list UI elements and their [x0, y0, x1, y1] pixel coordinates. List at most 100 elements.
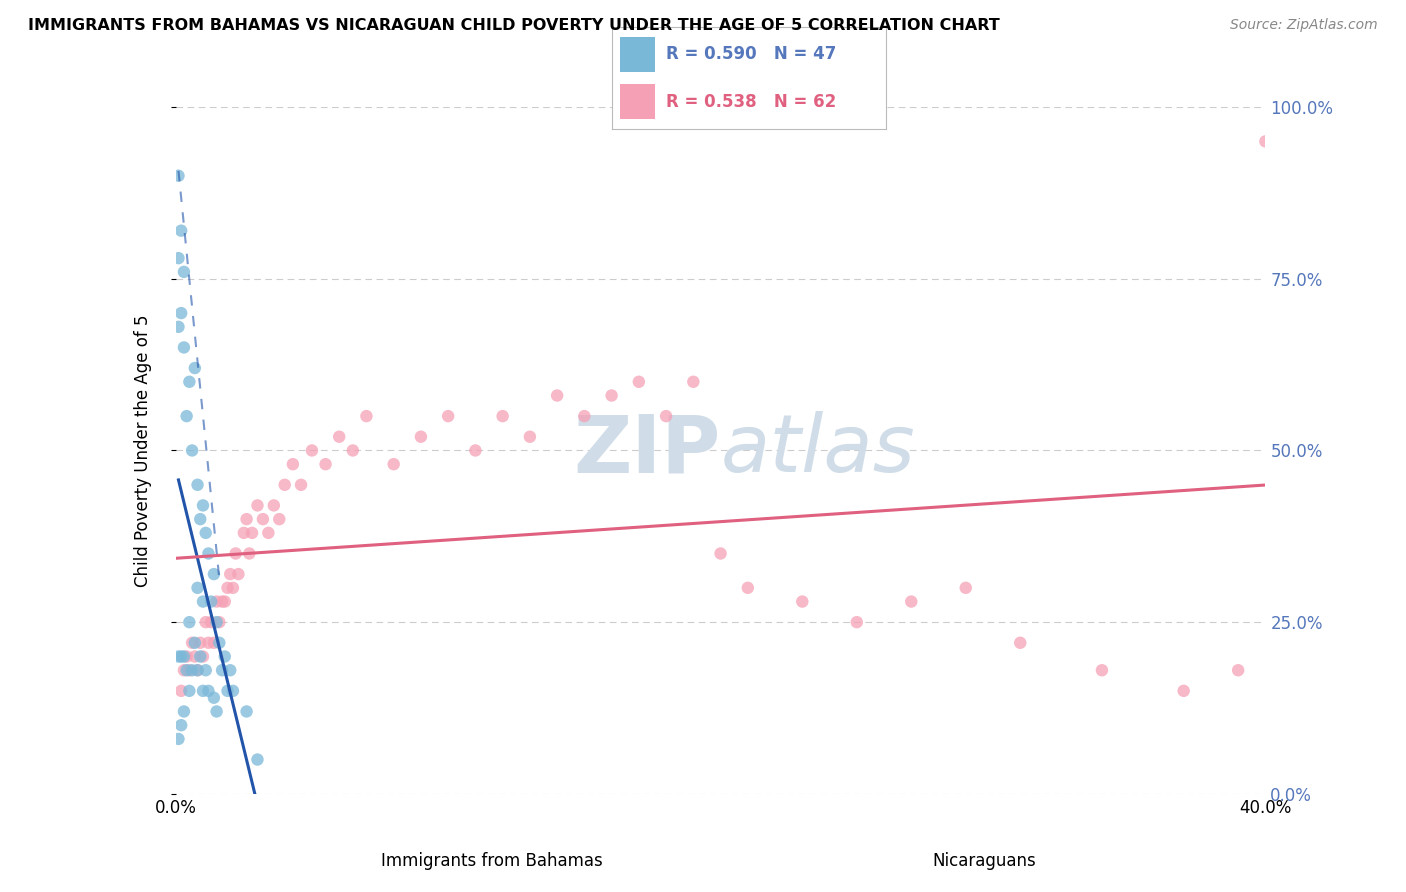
Point: [627, 375, 650, 389]
Point: [170, 649, 193, 664]
Point: [167, 169, 190, 183]
Point: [437, 409, 460, 423]
Point: [263, 499, 285, 513]
Point: [179, 683, 201, 698]
Point: [186, 478, 209, 492]
Point: [1010, 636, 1032, 650]
Text: IMMIGRANTS FROM BAHAMAS VS NICARAGUAN CHILD POVERTY UNDER THE AGE OF 5 CORRELATI: IMMIGRANTS FROM BAHAMAS VS NICARAGUAN CH…: [28, 18, 1000, 33]
Point: [197, 546, 219, 561]
Point: [188, 636, 211, 650]
Point: [274, 478, 297, 492]
Text: atlas: atlas: [721, 411, 915, 490]
Point: [269, 512, 291, 526]
Point: [202, 690, 225, 705]
Point: [191, 499, 214, 513]
Point: [214, 649, 236, 664]
Point: [492, 409, 515, 423]
Point: [682, 375, 704, 389]
Point: [170, 306, 193, 320]
Point: [176, 663, 198, 677]
Point: [211, 594, 233, 608]
Point: [955, 581, 977, 595]
Point: [219, 567, 242, 582]
Point: [409, 430, 432, 444]
Point: [167, 251, 190, 265]
Point: [257, 525, 280, 540]
Point: [222, 683, 245, 698]
Point: [188, 512, 211, 526]
Point: [222, 581, 245, 595]
Point: [252, 512, 274, 526]
Bar: [620, 84, 655, 119]
Point: [184, 649, 207, 664]
Point: [208, 615, 231, 630]
Point: [792, 594, 814, 608]
Point: [186, 663, 209, 677]
Point: [191, 594, 214, 608]
Point: [246, 753, 269, 767]
Text: ZIP: ZIP: [574, 411, 721, 490]
Point: [173, 663, 195, 677]
Point: [464, 443, 486, 458]
Point: [225, 546, 247, 561]
Point: [176, 649, 198, 664]
Point: [217, 581, 239, 595]
Point: [1254, 134, 1277, 148]
Point: [238, 546, 260, 561]
Point: [737, 581, 759, 595]
Point: [1091, 663, 1114, 677]
Point: [600, 388, 623, 402]
Point: [170, 683, 193, 698]
Text: Nicaraguans: Nicaraguans: [932, 852, 1036, 870]
Point: [173, 649, 195, 664]
Point: [194, 615, 217, 630]
Point: [186, 663, 209, 677]
Point: [281, 457, 304, 471]
Point: [546, 388, 568, 402]
Point: [184, 636, 207, 650]
Point: [194, 663, 217, 677]
Point: [205, 705, 228, 719]
Point: [228, 567, 250, 582]
Point: [342, 443, 364, 458]
Point: [191, 649, 214, 664]
Point: [214, 594, 236, 608]
Point: [1227, 663, 1250, 677]
Point: [301, 443, 323, 458]
Point: [235, 705, 257, 719]
Point: [179, 615, 201, 630]
Point: [173, 265, 195, 279]
Point: [219, 663, 242, 677]
Point: [900, 594, 922, 608]
Point: [356, 409, 378, 423]
Point: [186, 581, 209, 595]
Point: [240, 525, 263, 540]
Point: [179, 375, 201, 389]
Point: [167, 731, 190, 746]
Point: [574, 409, 596, 423]
Point: [1173, 683, 1195, 698]
Point: [170, 718, 193, 732]
Point: [208, 636, 231, 650]
Point: [202, 636, 225, 650]
Point: [315, 457, 337, 471]
Point: [246, 499, 269, 513]
Point: [655, 409, 678, 423]
Point: [200, 594, 222, 608]
Point: [197, 636, 219, 650]
Point: [173, 340, 195, 354]
Point: [167, 319, 190, 334]
Bar: [620, 37, 655, 72]
Point: [179, 663, 201, 677]
Y-axis label: Child Poverty Under the Age of 5: Child Poverty Under the Age of 5: [134, 314, 152, 587]
Point: [382, 457, 405, 471]
Point: [188, 649, 211, 664]
Point: [845, 615, 868, 630]
Point: [211, 663, 233, 677]
Point: [205, 615, 228, 630]
Point: [710, 546, 733, 561]
Point: [181, 636, 204, 650]
Point: [235, 512, 257, 526]
Point: [328, 430, 350, 444]
Point: [217, 683, 239, 698]
